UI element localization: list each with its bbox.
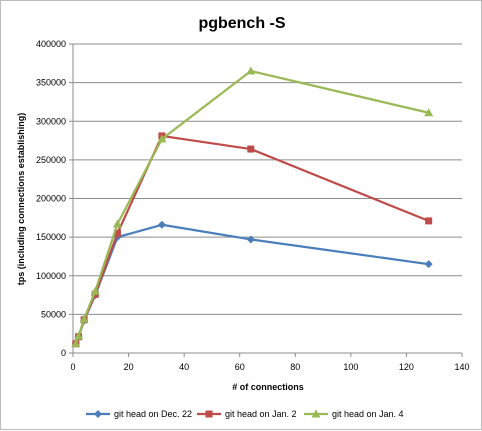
series-line (74, 223, 429, 345)
data-point (246, 235, 255, 244)
series-git-head-on-dec-22 (71, 220, 433, 348)
y-tick-label: 400000 (36, 39, 66, 49)
tick-labels: 0 50000 100000 150000 200000 250000 300000 3500… (36, 39, 470, 372)
y-tick-label: 100000 (36, 271, 66, 281)
axes (69, 43, 463, 357)
y-tick-label: 300000 (36, 116, 66, 126)
legend-item: git head on Dec. 22 (86, 409, 192, 419)
x-tick-label: 120 (399, 362, 414, 372)
data-point (424, 108, 434, 117)
legend: git head on Dec. 22 git head on Jan. 2 git… (86, 409, 404, 419)
data-point (247, 145, 255, 153)
grid-lines (73, 43, 462, 315)
y-tick-label: 200000 (36, 194, 66, 204)
x-tick-label: 0 (70, 362, 75, 372)
legend-item: git head on Jan. 2 (197, 409, 297, 419)
data-point (74, 331, 84, 340)
y-tick-label: 0 (61, 348, 66, 358)
x-tick-label: 40 (179, 362, 189, 372)
chart-title: pgbench -S (198, 15, 285, 32)
y-tick-label: 150000 (36, 232, 66, 242)
legend-item: git head on Jan. 4 (304, 409, 404, 419)
data-point (157, 220, 166, 229)
legend-marker (205, 410, 213, 418)
y-tick-label: 250000 (36, 155, 66, 165)
data-series (71, 66, 434, 348)
data-point (246, 66, 256, 75)
data-point (113, 229, 121, 237)
y-tick-label: 50000 (41, 309, 66, 319)
legend-label: git head on Jan. 2 (225, 409, 297, 419)
x-tick-label: 140 (454, 362, 469, 372)
data-point (71, 339, 81, 348)
data-point (112, 219, 122, 228)
data-point (425, 217, 433, 225)
x-tick-label: 60 (235, 362, 245, 372)
data-point (90, 286, 100, 295)
data-point (157, 134, 167, 143)
data-point (79, 314, 89, 323)
legend-marker (94, 410, 102, 418)
y-tick-label: 350000 (36, 78, 66, 88)
x-tick-label: 100 (343, 362, 358, 372)
data-point (424, 260, 433, 269)
series-git-head-on-jan-4 (71, 66, 434, 348)
y-axis-title: tps (including connections establishing) (16, 113, 26, 286)
x-axis-title: # of connections (232, 382, 304, 392)
legend-marker (311, 409, 321, 418)
x-tick-label: 20 (124, 362, 134, 372)
legend-label: git head on Dec. 22 (114, 409, 192, 419)
x-tick-label: 80 (290, 362, 300, 372)
legend-label: git head on Jan. 4 (332, 409, 404, 419)
